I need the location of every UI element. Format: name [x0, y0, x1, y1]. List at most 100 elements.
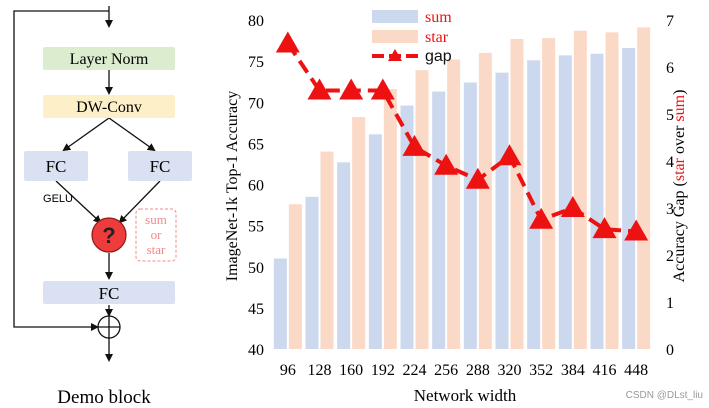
- y2-tick-label: 1: [666, 295, 674, 312]
- fc-left-box: FC: [24, 151, 88, 181]
- bar-star: [352, 117, 366, 350]
- gelu-label: GELU: [43, 193, 73, 205]
- option-or: or: [151, 227, 163, 242]
- legend-star-swatch: [372, 30, 418, 43]
- demo-block-caption: Demo block: [57, 387, 151, 408]
- gap-point: [370, 78, 395, 100]
- y-axis-label: ImageNet-1k Top-1 Accuracy: [224, 91, 241, 282]
- x-tick-label: 448: [624, 362, 648, 379]
- bar-sum: [590, 53, 604, 349]
- bar-star: [383, 89, 397, 349]
- y2-tick-label: 4: [666, 154, 674, 171]
- y2-label-part-5: ): [671, 90, 688, 95]
- bar-star: [542, 38, 556, 349]
- y2-tick-label: 7: [666, 13, 674, 30]
- bar-star: [573, 30, 587, 349]
- gap-point: [339, 78, 364, 100]
- layer-norm-box: Layer Norm: [43, 47, 175, 70]
- y2-tick-label: 5: [666, 107, 674, 124]
- gap-line: [275, 31, 649, 241]
- bar-star: [288, 204, 302, 349]
- gap-point: [434, 153, 459, 175]
- dwconv-box: DW-Conv: [43, 95, 175, 118]
- y2-label-part-1: Accuracy Gap (: [671, 181, 688, 282]
- legend-sum-swatch: [372, 10, 418, 23]
- residual-connection: [13, 6, 113, 331]
- y2-tick-label: 6: [666, 60, 674, 77]
- x-axis-label: Network width: [414, 386, 517, 405]
- y2-label-part-3: over: [671, 122, 688, 158]
- bar-star: [415, 70, 429, 350]
- fc-left-label: FC: [46, 157, 67, 176]
- y2-label-sum: sum: [671, 94, 688, 121]
- legend-star-label: star: [425, 29, 449, 46]
- bar-sum: [495, 72, 509, 349]
- flow-arrows: [55, 70, 161, 362]
- y2-tick-label: 0: [666, 342, 674, 359]
- demo-block-diagram: Layer Norm DW-Conv FC FC GELU ? sum or s…: [13, 6, 192, 408]
- chart-legend: sum star gap: [372, 9, 452, 65]
- bar-sum: [368, 134, 382, 349]
- x-tick-label: 224: [403, 362, 427, 379]
- y-tick-label: 60: [248, 178, 264, 195]
- operation-options-box: sum or star: [135, 208, 177, 262]
- legend-gap-marker: [388, 49, 402, 61]
- y2-tick-label: 2: [666, 248, 674, 265]
- bar-sum: [432, 91, 446, 350]
- watermark: CSDN @DLst_liu: [626, 390, 703, 401]
- operation-circle: ?: [91, 217, 127, 253]
- bar-star: [510, 38, 524, 349]
- y-tick-label: 50: [248, 260, 264, 277]
- bar-sum: [463, 82, 477, 349]
- x-tick-label: 288: [466, 362, 490, 379]
- layer-norm-label: Layer Norm: [70, 51, 149, 68]
- gap-point: [624, 219, 649, 241]
- y-tick-label: 65: [248, 136, 264, 153]
- y-tick-label: 45: [248, 301, 264, 318]
- option-sum: sum: [145, 212, 167, 227]
- gap-point: [465, 167, 490, 189]
- gap-point: [560, 196, 585, 217]
- y-tick-label: 55: [248, 219, 264, 236]
- gap-point: [529, 207, 554, 229]
- chart-bars: [273, 27, 651, 350]
- fc-bottom-label: FC: [99, 284, 120, 303]
- gap-point: [307, 78, 332, 100]
- x-tick-label: 256: [434, 362, 458, 379]
- bar-sum: [273, 258, 287, 349]
- bar-sum: [337, 162, 351, 349]
- legend-gap-label: gap: [425, 48, 452, 65]
- x-tick-label: 192: [371, 362, 395, 379]
- bar-star: [447, 59, 461, 349]
- y-tick-label: 40: [248, 342, 264, 359]
- x-tick-label: 416: [593, 362, 617, 379]
- operation-symbol: ?: [102, 223, 115, 248]
- option-star: star: [147, 242, 166, 257]
- y-tick-label: 70: [248, 95, 264, 112]
- x-tick-label: 352: [529, 362, 553, 379]
- y2-label-star: star: [671, 157, 688, 181]
- bar-sum: [622, 47, 636, 350]
- gap-point: [275, 31, 300, 53]
- x-tick-label: 160: [339, 362, 363, 379]
- x-tick-label: 128: [308, 362, 332, 379]
- bar-sum: [558, 55, 572, 350]
- gap-point: [497, 144, 522, 166]
- y2-tick-label: 3: [666, 201, 674, 218]
- add-node: [97, 315, 121, 339]
- fc-bottom-box: FC: [43, 281, 175, 304]
- bar-star: [637, 27, 651, 350]
- y2-axis-label: Accuracy Gap (star over sum): [671, 90, 688, 283]
- y-tick-label: 75: [248, 54, 264, 71]
- fc-right-box: FC: [128, 151, 192, 181]
- x-tick-label: 320: [498, 362, 522, 379]
- bar-star: [320, 151, 334, 349]
- gap-point: [592, 217, 617, 239]
- y-tick-label: 80: [248, 13, 264, 30]
- x-tick-label: 384: [561, 362, 585, 379]
- bar-sum: [400, 105, 414, 349]
- x-tick-label: 96: [280, 362, 296, 379]
- bar-star: [478, 52, 492, 350]
